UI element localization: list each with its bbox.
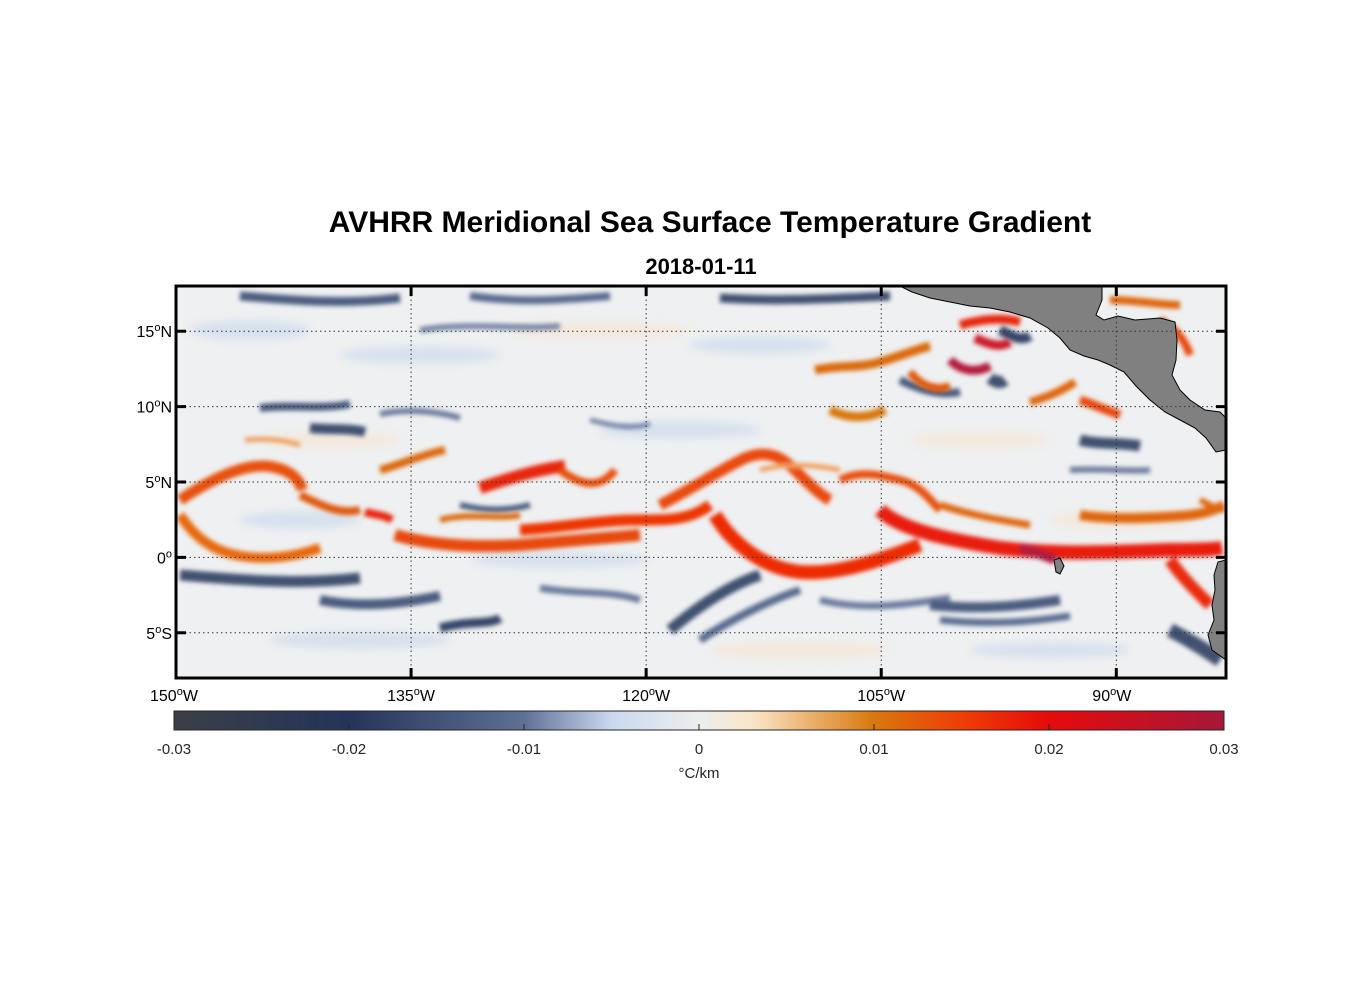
negative-gradient-streaks [179, 291, 1224, 666]
lon-label-135w: 135oW [387, 686, 436, 705]
chart-subtitle: 2018-01-11 [645, 254, 757, 279]
colorbar: -0.03 -0.02 -0.01 0 0.01 0.02 0.03 °C/km [157, 710, 1239, 782]
latitude-labels: 15oN 10oN 5oN 0o 5oS [137, 322, 172, 643]
chart-title: AVHRR Meridional Sea Surface Temperature… [328, 206, 1092, 239]
lon-label-120w: 120oW [622, 686, 671, 705]
lat-label-5n: 5oN [145, 473, 172, 492]
colorbar-tick-label: 0 [695, 741, 703, 758]
colorbar-tick-marks [173, 724, 1225, 730]
colorbar-tick-label: -0.03 [157, 741, 191, 758]
lat-label-10n: 10oN [137, 398, 172, 417]
south-america-landmass [1207, 559, 1226, 661]
lat-label-5s: 5oS [146, 624, 172, 643]
longitude-labels: 150oW 135oW 120oW 105oW 90oW [150, 686, 1132, 705]
colorbar-tick-label: -0.01 [507, 741, 541, 758]
central-america-landmass [899, 286, 1226, 453]
axis-tick-marks [176, 286, 1226, 678]
colorbar-labels: -0.03 -0.02 -0.01 0 0.01 0.02 0.03 [157, 741, 1239, 758]
lon-label-90w: 90oW [1092, 686, 1132, 705]
galapagos-islands [1053, 557, 1065, 575]
colorbar-tick-label: -0.02 [332, 741, 366, 758]
tropical-instability-fronts [176, 296, 1226, 610]
colorbar-tick-label: 0.02 [1034, 741, 1063, 758]
lon-label-150w: 150oW [150, 686, 199, 705]
lon-label-105w: 105oW [857, 686, 906, 705]
colorbar-unit-label: °C/km [679, 765, 720, 782]
colorbar-tick-label: 0.03 [1209, 741, 1238, 758]
lat-label-15n: 15oN [137, 322, 172, 341]
colorbar-tick-label: 0.01 [859, 741, 888, 758]
lat-label-equator: 0o [157, 548, 172, 567]
map-field [176, 286, 1226, 678]
